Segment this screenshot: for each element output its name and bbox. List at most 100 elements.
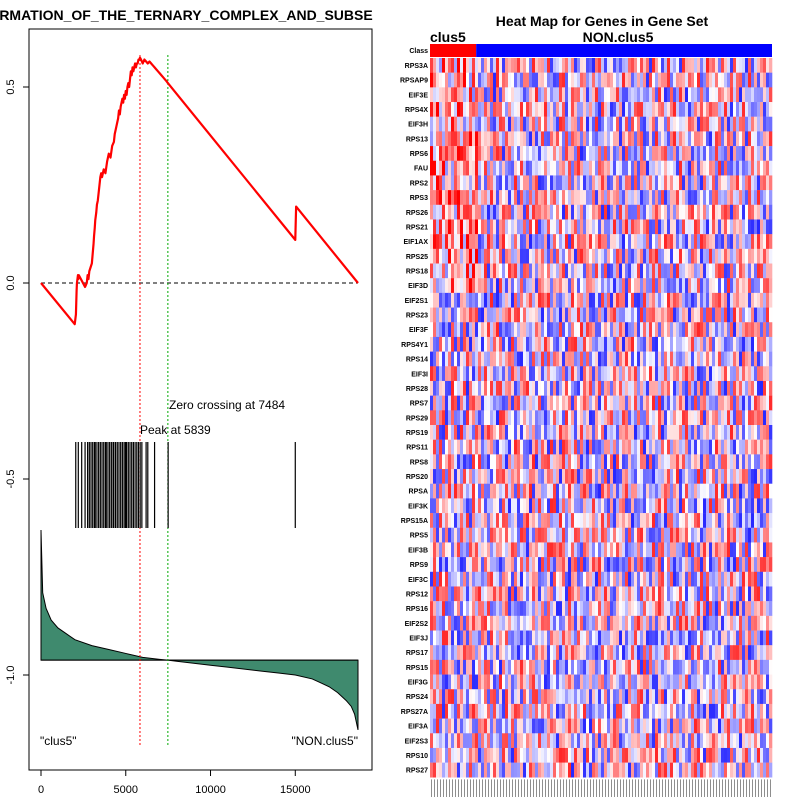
heatmap-cell [757, 601, 761, 617]
heatmap-cell [763, 395, 767, 411]
heatmap-cell [577, 439, 581, 455]
heatmap-cell [523, 146, 527, 161]
heatmap-cell [703, 307, 707, 323]
heatmap-cell [607, 498, 611, 514]
heatmap-cell [619, 557, 623, 572]
heatmap-cell [733, 322, 737, 338]
heatmap-row-label: RPS20 [406, 474, 428, 481]
heatmap-cell [445, 190, 449, 205]
heatmap-cell [532, 469, 536, 484]
heatmap-cell [763, 454, 767, 470]
heatmap-row [430, 87, 773, 103]
heatmap-cell [598, 527, 602, 543]
heatmap-group-label-non: NON.clus5 [583, 29, 654, 45]
heatmap-cell [499, 674, 503, 690]
heatmap-cell [568, 513, 572, 528]
heatmap-cell [628, 234, 632, 250]
heatmap-cell [505, 263, 509, 279]
heatmap-cell [535, 615, 539, 631]
heatmap-cell [463, 175, 467, 191]
heatmap-cell [592, 659, 596, 675]
heatmap-cell [445, 307, 449, 323]
heatmap-cell [649, 659, 653, 675]
heatmap-cell [646, 190, 650, 205]
heatmap-cell [766, 483, 770, 499]
heatmap-cell [583, 439, 587, 455]
heatmap-cell [454, 410, 458, 426]
heatmap-cell [502, 542, 506, 558]
heatmap-cell [700, 72, 704, 88]
heatmap-cell [757, 131, 761, 147]
heatmap-cell [499, 513, 503, 528]
heatmap-cell [685, 102, 689, 117]
heatmap-cell [592, 483, 596, 499]
heatmap-cell [622, 278, 626, 294]
heatmap-cell [517, 160, 521, 176]
heatmap-cell [718, 557, 722, 572]
heatmap-cell [448, 146, 452, 161]
heatmap-cell [457, 527, 461, 543]
heatmap-cell [562, 263, 566, 279]
heatmap-cell [520, 131, 524, 147]
heatmap-cell [436, 615, 440, 631]
heatmap-cell [688, 234, 692, 250]
heatmap-cell [520, 439, 524, 455]
heatmap-cell [481, 557, 485, 572]
heatmap-cell [574, 630, 578, 646]
heatmap-cell [685, 234, 689, 250]
heatmap-cell [616, 645, 620, 661]
heatmap-cell [715, 351, 719, 367]
heatmap-cell [733, 278, 737, 294]
heatmap-cell [625, 234, 629, 250]
heatmap-cell [475, 366, 479, 382]
heatmap-cell [763, 586, 767, 602]
heatmap-cell [466, 395, 470, 411]
heatmap-cell [766, 263, 770, 279]
heatmap-cell [745, 219, 749, 235]
heatmap-cell [685, 278, 689, 294]
heatmap-cell [499, 366, 503, 382]
heatmap-cell [643, 439, 647, 455]
heatmap-cell [727, 498, 731, 514]
heatmap-cell [532, 630, 536, 646]
heatmap-cell [619, 72, 623, 88]
heatmap-cell [712, 513, 716, 528]
heatmap-cell [685, 615, 689, 631]
heatmap-cell [586, 527, 590, 543]
heatmap-cell [625, 615, 629, 631]
heatmap-cell [658, 645, 662, 661]
heatmap-cell [574, 234, 578, 250]
heatmap-cell [460, 131, 464, 147]
heatmap-cell [745, 175, 749, 191]
heatmap-cell [610, 498, 614, 514]
heatmap-cell [535, 380, 539, 396]
heatmap-cell [634, 351, 638, 367]
heatmap-cell [628, 204, 632, 220]
heatmap-cell [610, 72, 614, 88]
heatmap-cell [559, 601, 563, 617]
heatmap-cell [619, 322, 623, 338]
heatmap-cell [598, 513, 602, 528]
heatmap-cell [751, 527, 755, 543]
heatmap-cell [697, 498, 701, 514]
heatmap-cell [730, 395, 734, 411]
heatmap-cell [445, 175, 449, 191]
heatmap-cell [610, 395, 614, 411]
heatmap-cell [514, 513, 518, 528]
heatmap-cell [616, 659, 620, 675]
heatmap-cell [709, 102, 713, 117]
heatmap-cell [691, 527, 695, 543]
heatmap-cell [661, 498, 665, 514]
heatmap-cell [469, 190, 473, 205]
heatmap-cell [523, 527, 527, 543]
heatmap-cell [496, 263, 500, 279]
heatmap-cell [697, 234, 701, 250]
heatmap-cell [697, 527, 701, 543]
heatmap-cell [709, 659, 713, 675]
heatmap-cell [697, 630, 701, 646]
heatmap-cell [667, 351, 671, 367]
heatmap-cell [577, 366, 581, 382]
heatmap-cell [649, 571, 653, 587]
heatmap-cell [751, 586, 755, 602]
heatmap-cell [586, 601, 590, 617]
